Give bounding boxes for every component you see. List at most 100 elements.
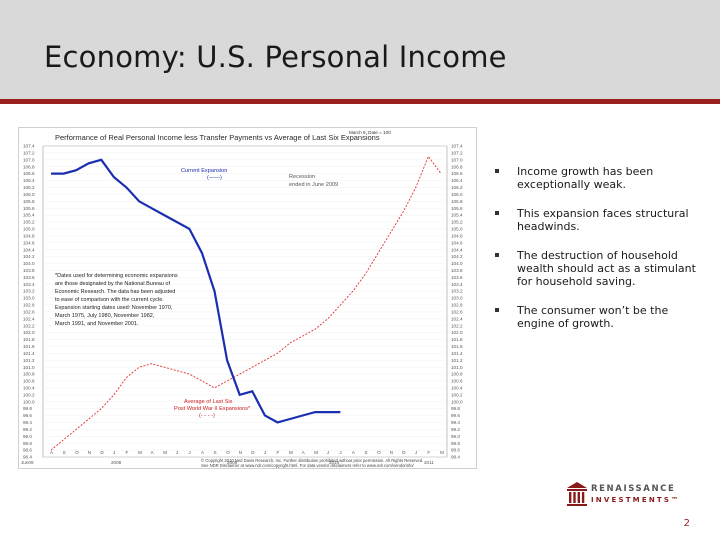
left-tick-label: 101.6 [23,344,35,349]
right-tick-label: 106.4 [451,178,463,183]
right-tick-label: 104.8 [451,233,463,238]
average-dash: (- - - -) [199,413,215,419]
bullet-marker [495,253,499,257]
average-label: Average of Last Six [184,399,233,405]
left-tick-label: 103.4 [23,282,35,287]
left-tick-label: 105.6 [23,206,35,211]
chart-canvas: Performance of Real Personal Income less… [19,128,476,468]
left-tick-label: 99.2 [23,427,32,432]
right-tick-label: 103.8 [451,268,463,273]
bullet-marker [495,211,499,215]
right-tick-label: 100.2 [451,392,463,397]
left-tick-label: 98.4 [23,455,32,460]
month-tick-label: N [88,450,91,455]
month-tick-label: D [100,450,104,455]
left-tick-label: 99.0 [23,434,32,439]
left-tick-label: 104.4 [23,247,35,252]
right-tick-label: 100.0 [451,399,463,404]
left-tick-label: 105.4 [23,213,35,218]
chart-corner-label: Jun09 [21,460,34,465]
recession-ended-label: ended in June 2009 [289,182,338,188]
footnote-line: *Dates used for determining economic exp… [55,273,178,279]
chart-footnote: *Dates used for determining economic exp… [55,273,178,327]
source-line: © Copyright 2010 Ned Davis Research, Inc… [201,458,423,463]
right-tick-label: 102.4 [451,316,463,321]
month-tick-label: J [176,450,178,455]
bullet-marker [495,308,499,312]
left-tick-label: 105.0 [23,227,35,232]
left-tick-label: 99.6 [23,413,32,418]
left-tick-label: 104.0 [23,261,35,266]
month-tick-label: M [440,450,444,455]
right-tick-label: 101.0 [451,365,463,370]
left-tick-label: 102.4 [23,316,35,321]
year-label: 2009 [227,460,238,465]
left-tick-label: 104.6 [23,240,35,245]
left-tick-label: 106.4 [23,178,35,183]
year-labels: 2008 2009 2010 2011 [111,460,434,465]
year-label: 2011 [424,460,434,465]
current-expansion-line [51,158,341,424]
month-tick-label: S [365,450,368,455]
year-label: 2008 [111,460,122,465]
bullet-list: Income growth has been exceptionally wea… [493,165,703,346]
page-title: Economy: U.S. Personal Income [44,40,507,74]
left-tick-label: 100.0 [23,399,35,404]
income-chart: Performance of Real Personal Income less… [18,127,477,469]
bullet-text: The consumer won’t be the engine of grow… [517,304,669,330]
source-line: See NDR Disclaimer at www.ndr.com/copyri… [201,463,415,468]
left-tick-label: 100.4 [23,385,35,390]
logo-subtitle: INVESTMENTS™ [591,496,681,504]
left-tick-label: 106.8 [23,164,35,169]
month-tick-label: F [427,450,430,455]
left-tick-label: 101.2 [23,358,35,363]
right-tick-label: 98.4 [451,455,460,460]
chart-title: Performance of Real Personal Income less… [55,133,380,142]
title-bar: Economy: U.S. Personal Income [0,0,720,104]
bullet-text: Income growth has been exceptionally wea… [517,165,654,191]
right-tick-label: 101.4 [451,351,463,356]
right-tick-label: 98.8 [451,441,460,446]
renaissance-logo: RENAISSANCE INVESTMENTS™ [566,481,696,509]
month-tick-label: S [63,450,66,455]
year-label: 2010 [329,460,340,465]
left-tick-label: 105.2 [23,220,35,225]
right-tick-label: 106.8 [451,164,463,169]
right-tick-label: 103.4 [451,282,463,287]
month-tick-label: N [239,450,242,455]
average-expansion-line [50,155,442,451]
right-tick-label: 107.2 [451,151,463,156]
month-tick-label: M [138,450,142,455]
recession-label: Recession [289,174,315,180]
month-tick-label: N [390,450,393,455]
bullet-marker [495,169,499,173]
right-tick-label: 100.4 [451,385,463,390]
left-tick-label: 100.2 [23,392,35,397]
left-tick-label: 104.8 [23,233,35,238]
right-tick-label: 107.0 [451,157,463,162]
right-tick-label: 104.4 [451,247,463,252]
month-tick-label: M [289,450,293,455]
left-tick-label: 101.8 [23,337,35,342]
right-tick-label: 102.0 [451,330,463,335]
month-tick-label: J [327,450,329,455]
current-expansion-dash: (——) [207,175,222,181]
month-tick-label: A [352,450,356,455]
bullet-item: This expansion faces structural headwind… [493,207,703,233]
left-tick-label: 98.8 [23,441,32,446]
current-expansion-label: Current Expansion [181,168,227,174]
right-tick-label: 99.4 [451,420,460,425]
chart-date-label: March 9, Date = 100 [349,130,391,135]
right-tick-label: 98.6 [451,448,460,453]
month-tick-label: A [151,450,155,455]
right-tick-label: 105.2 [451,220,463,225]
footnote-line: Expansion starting dates used: November … [55,305,173,311]
right-tick-label: 103.2 [451,289,463,294]
right-tick-label: 100.6 [451,379,463,384]
right-tick-label: 99.0 [451,434,460,439]
bullet-item: The consumer won’t be the engine of grow… [493,304,703,330]
left-tick-label: 101.0 [23,365,35,370]
